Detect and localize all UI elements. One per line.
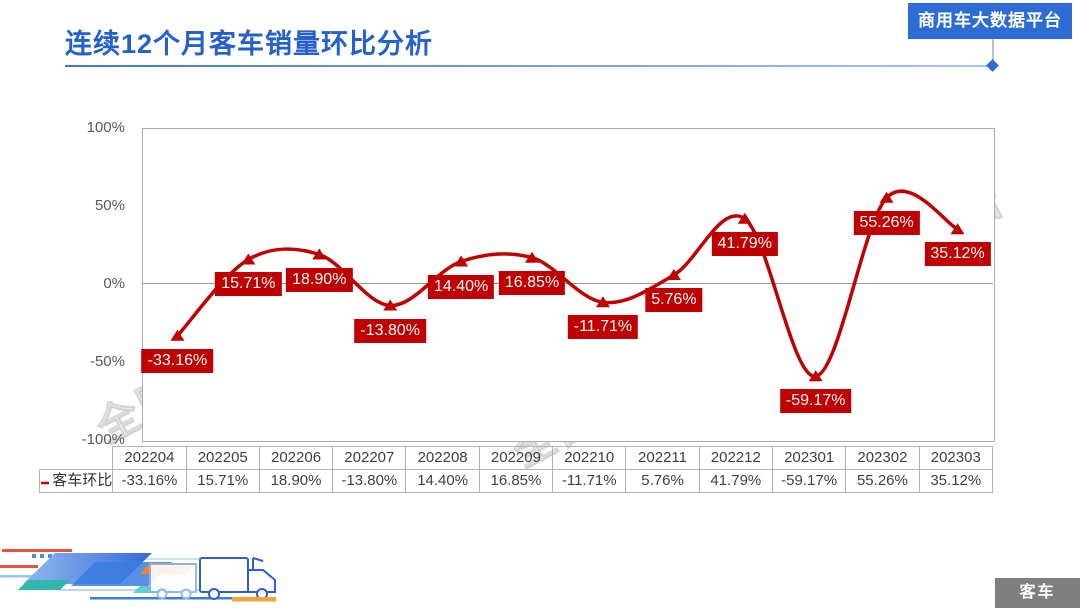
y-tick-label: 0% <box>103 275 125 292</box>
y-axis: 100% 50% 0% -50% -100% <box>33 119 133 448</box>
month-header-cell: 202204 <box>112 446 187 470</box>
month-header-cell: 202208 <box>405 446 480 470</box>
data-point-marker <box>454 255 469 267</box>
data-point-marker <box>879 191 894 203</box>
y-tick-label: -100% <box>81 431 125 448</box>
value-cell: -11.71% <box>552 469 627 493</box>
data-point-marker <box>241 253 256 265</box>
month-header-cell: 202211 <box>625 446 700 470</box>
table-row-values: 客车环比 -33.16% 15.71% 18.90% -13.80% 14.40% 16.… <box>38 469 994 493</box>
month-header-cell: 202212 <box>698 446 773 470</box>
value-cell: -59.17% <box>771 469 847 493</box>
data-point-marker <box>737 212 752 224</box>
platform-badge: 商用车大数据平台 <box>908 3 1072 39</box>
month-header-cell: 202205 <box>185 446 260 470</box>
value-cell: 16.85% <box>478 469 554 493</box>
data-point-marker <box>595 296 610 308</box>
month-header-cell: 202206 <box>258 446 334 470</box>
month-header-cell: 202303 <box>918 446 994 470</box>
value-cell: 35.12% <box>918 469 994 493</box>
table-corner-cell <box>40 447 113 470</box>
legend-series-label: 客车环比 <box>52 472 113 489</box>
page-title: 连续12个月客车销量环比分析 <box>65 29 434 59</box>
data-point-marker <box>170 329 185 341</box>
table-row-months: 202204 202205 202206 202207 202208 202209 2022… <box>40 446 994 470</box>
data-point-marker <box>950 223 965 235</box>
value-cell: 41.79% <box>698 469 773 493</box>
y-tick-label: -50% <box>89 353 125 370</box>
month-header-cell: 202302 <box>845 446 920 470</box>
legend-line-marker-icon <box>41 481 50 485</box>
value-cell: -13.80% <box>332 469 407 493</box>
value-cell: 55.26% <box>845 469 920 493</box>
month-header-cell: 202301 <box>771 446 847 470</box>
speed-lines-trucks-graphic <box>0 549 276 602</box>
title-underline <box>65 65 989 67</box>
footer-category-badge: 客车 <box>995 578 1080 608</box>
series-line <box>175 189 960 379</box>
data-point-marker <box>383 299 398 311</box>
value-cell: -33.16% <box>112 469 187 493</box>
chart-data-table: 202204 202205 202206 202207 202208 202209 2022… <box>38 446 994 493</box>
underline-diamond <box>986 59 999 72</box>
value-cell: 18.90% <box>258 469 334 493</box>
month-header-cell: 202207 <box>332 446 407 470</box>
badge-connector-line <box>992 39 994 63</box>
month-header-cell: 202209 <box>478 446 554 470</box>
series-markers <box>170 191 965 382</box>
value-cell: 14.40% <box>405 469 480 493</box>
value-cell: 15.71% <box>185 469 260 493</box>
legend-cell: 客车环比 <box>38 469 114 493</box>
value-cell: 5.76% <box>625 469 700 493</box>
line-chart <box>170 189 965 382</box>
y-tick-label: 50% <box>94 197 125 214</box>
data-point-marker <box>808 370 823 382</box>
month-header-cell: 202210 <box>552 446 627 470</box>
y-tick-label: 100% <box>86 119 125 136</box>
data-point-marker <box>312 248 327 260</box>
data-point-marker <box>666 269 681 281</box>
data-point-marker <box>525 251 540 263</box>
